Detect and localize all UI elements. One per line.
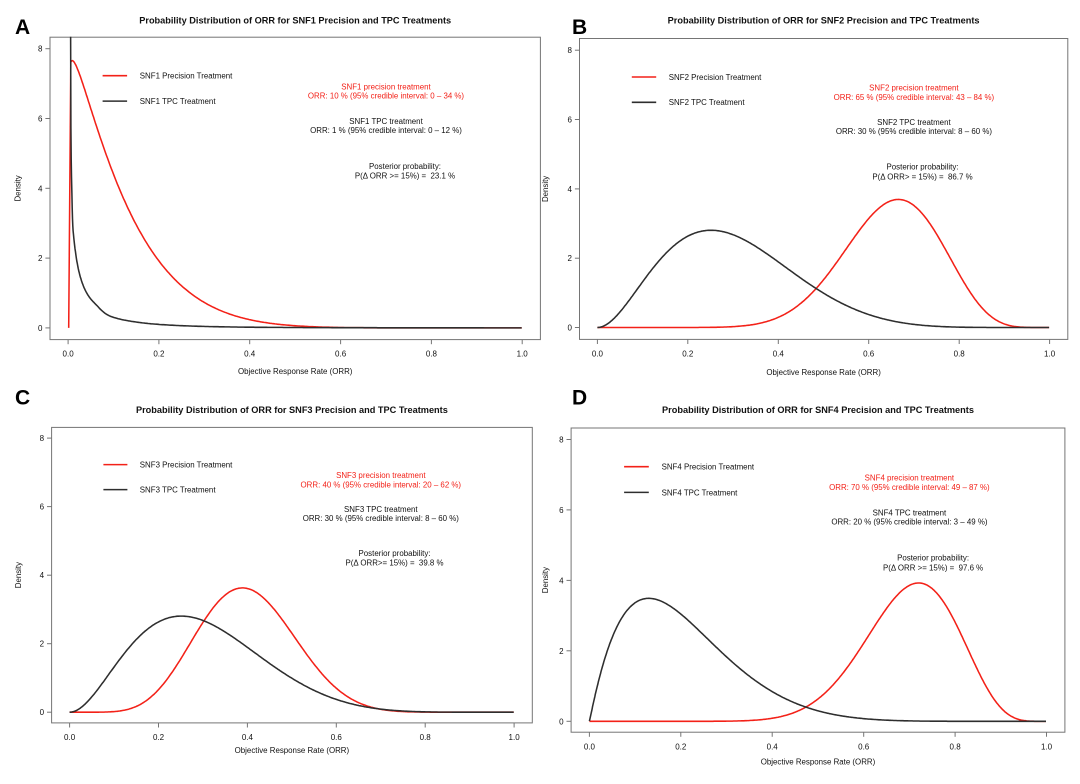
svg-text:SNF2 TPC treatment: SNF2 TPC treatment xyxy=(877,118,951,127)
svg-text:0.4: 0.4 xyxy=(773,350,785,359)
svg-text:0.8: 0.8 xyxy=(420,733,432,742)
svg-text:Probability Distribution of OR: Probability Distribution of ORR for SNF4… xyxy=(662,405,974,415)
svg-text:0.0: 0.0 xyxy=(63,350,75,359)
svg-text:4: 4 xyxy=(38,184,43,193)
svg-text:4: 4 xyxy=(559,576,564,585)
svg-text:ORR: 10 % (95% credible interv: ORR: 10 % (95% credible interval: 0 – 34… xyxy=(308,92,465,101)
svg-text:4: 4 xyxy=(568,185,573,194)
svg-text:0: 0 xyxy=(568,324,573,333)
svg-text:2: 2 xyxy=(568,254,573,263)
svg-text:0.4: 0.4 xyxy=(242,733,254,742)
svg-text:2: 2 xyxy=(559,647,564,656)
svg-text:8: 8 xyxy=(40,434,45,443)
svg-text:0.6: 0.6 xyxy=(331,733,343,742)
svg-text:8: 8 xyxy=(568,46,573,55)
svg-text:P(Δ ORR >= 15%) = 97.6 %: P(Δ ORR >= 15%) = 97.6 % xyxy=(883,564,983,573)
svg-text:6: 6 xyxy=(40,503,45,512)
svg-text:0: 0 xyxy=(38,324,43,333)
svg-text:SNF2 TPC Treatment: SNF2 TPC Treatment xyxy=(669,98,746,107)
svg-text:0.8: 0.8 xyxy=(950,742,962,751)
svg-text:C: C xyxy=(15,387,30,410)
svg-text:SNF3 Precision Treatment: SNF3 Precision Treatment xyxy=(140,461,233,470)
svg-text:1.0: 1.0 xyxy=(1041,742,1053,751)
svg-text:SNF2 precision treatment: SNF2 precision treatment xyxy=(869,84,959,93)
svg-text:A: A xyxy=(15,16,30,39)
svg-text:ORR: 30 % (95% credible interv: ORR: 30 % (95% credible interval: 8 – 60… xyxy=(303,514,460,523)
svg-text:0.4: 0.4 xyxy=(244,350,256,359)
svg-text:SNF1 Precision Treatment: SNF1 Precision Treatment xyxy=(140,72,233,81)
svg-text:ORR: 40 % (95% credible interv: ORR: 40 % (95% credible interval: 20 – 6… xyxy=(301,480,462,489)
svg-text:0.2: 0.2 xyxy=(153,350,165,359)
svg-text:SNF4 TPC treatment: SNF4 TPC treatment xyxy=(873,508,947,517)
svg-text:8: 8 xyxy=(38,45,43,54)
svg-text:ORR: 65 % (95% credible interv: ORR: 65 % (95% credible interval: 43 – 8… xyxy=(834,93,995,102)
svg-text:SNF2 Precision Treatment: SNF2 Precision Treatment xyxy=(669,73,762,82)
svg-text:6: 6 xyxy=(568,116,573,125)
svg-text:0.0: 0.0 xyxy=(592,350,604,359)
svg-text:Probability Distribution of OR: Probability Distribution of ORR for SNF2… xyxy=(668,15,980,25)
svg-text:P(Δ ORR> = 15%) = 86.7 %: P(Δ ORR> = 15%) = 86.7 % xyxy=(872,172,972,181)
svg-text:SNF1 TPC Treatment: SNF1 TPC Treatment xyxy=(140,97,217,106)
svg-text:Objective Response Rate (ORR): Objective Response Rate (ORR) xyxy=(238,367,353,376)
svg-text:0.2: 0.2 xyxy=(675,742,687,751)
svg-text:1.0: 1.0 xyxy=(1044,350,1056,359)
svg-text:Probability Distribution of OR: Probability Distribution of ORR for SNF3… xyxy=(136,405,448,415)
svg-text:0.0: 0.0 xyxy=(584,742,596,751)
svg-text:SNF3 precision treatment: SNF3 precision treatment xyxy=(336,471,426,480)
svg-text:Density: Density xyxy=(14,562,23,588)
svg-text:6: 6 xyxy=(38,115,43,124)
svg-text:D: D xyxy=(572,387,587,410)
svg-text:Objective Response Rate (ORR): Objective Response Rate (ORR) xyxy=(235,746,350,755)
svg-text:ORR: 30 % (95% credible interv: ORR: 30 % (95% credible interval: 8 – 60… xyxy=(836,127,993,136)
svg-text:0: 0 xyxy=(40,708,45,717)
svg-text:0.8: 0.8 xyxy=(426,350,438,359)
svg-text:ORR: 1 % (95% credible interva: ORR: 1 % (95% credible interval: 0 – 12 … xyxy=(310,126,462,135)
svg-text:4: 4 xyxy=(40,571,45,580)
svg-text:Density: Density xyxy=(541,176,550,202)
svg-text:Posterior probability:: Posterior probability: xyxy=(897,554,969,563)
svg-text:SNF1 precision treatment: SNF1 precision treatment xyxy=(341,82,431,91)
svg-text:2: 2 xyxy=(40,640,45,649)
svg-text:0.2: 0.2 xyxy=(682,350,694,359)
svg-text:1.0: 1.0 xyxy=(509,733,521,742)
svg-text:Density: Density xyxy=(14,175,23,201)
svg-text:1.0: 1.0 xyxy=(517,350,529,359)
svg-text:SNF3 TPC Treatment: SNF3 TPC Treatment xyxy=(140,486,217,495)
svg-text:SNF1 TPC treatment: SNF1 TPC treatment xyxy=(349,117,423,126)
svg-text:SNF4 Precision Treatment: SNF4 Precision Treatment xyxy=(662,463,755,472)
svg-text:0.0: 0.0 xyxy=(64,733,76,742)
svg-text:SNF4 TPC Treatment: SNF4 TPC Treatment xyxy=(662,488,739,497)
svg-text:P(Δ ORR>= 15%) = 39.8 %: P(Δ ORR>= 15%) = 39.8 % xyxy=(345,559,443,568)
svg-text:Posterior probability:: Posterior probability: xyxy=(887,163,959,172)
svg-text:SNF3 TPC treatment: SNF3 TPC treatment xyxy=(344,505,418,514)
svg-text:2: 2 xyxy=(38,254,43,263)
svg-text:P(Δ ORR >= 15%) = 23.1 %: P(Δ ORR >= 15%) = 23.1 % xyxy=(355,172,455,181)
svg-text:0.8: 0.8 xyxy=(954,350,966,359)
svg-text:Objective Response Rate (ORR): Objective Response Rate (ORR) xyxy=(766,368,881,377)
svg-text:SNF4 precision treatment: SNF4 precision treatment xyxy=(865,473,955,482)
svg-text:ORR: 70 % (95% credible interv: ORR: 70 % (95% credible interval: 49 – 8… xyxy=(829,483,990,492)
svg-text:0.6: 0.6 xyxy=(335,350,347,359)
svg-text:Posterior probability:: Posterior probability: xyxy=(369,162,441,171)
svg-text:6: 6 xyxy=(559,506,564,515)
svg-text:ORR: 20 % (95% credible interv: ORR: 20 % (95% credible interval: 3 – 49… xyxy=(831,517,988,526)
svg-text:B: B xyxy=(572,16,587,39)
svg-text:0.4: 0.4 xyxy=(767,742,779,751)
svg-text:0.6: 0.6 xyxy=(863,350,875,359)
svg-text:0: 0 xyxy=(559,717,564,726)
svg-text:8: 8 xyxy=(559,436,564,445)
svg-text:Density: Density xyxy=(541,567,550,593)
svg-text:0.6: 0.6 xyxy=(858,742,870,751)
svg-text:Posterior probability:: Posterior probability: xyxy=(359,549,431,558)
svg-text:0.2: 0.2 xyxy=(153,733,165,742)
svg-text:Objective Response Rate (ORR): Objective Response Rate (ORR) xyxy=(761,758,876,767)
svg-text:Probability Distribution of OR: Probability Distribution of ORR for SNF1… xyxy=(139,15,451,25)
